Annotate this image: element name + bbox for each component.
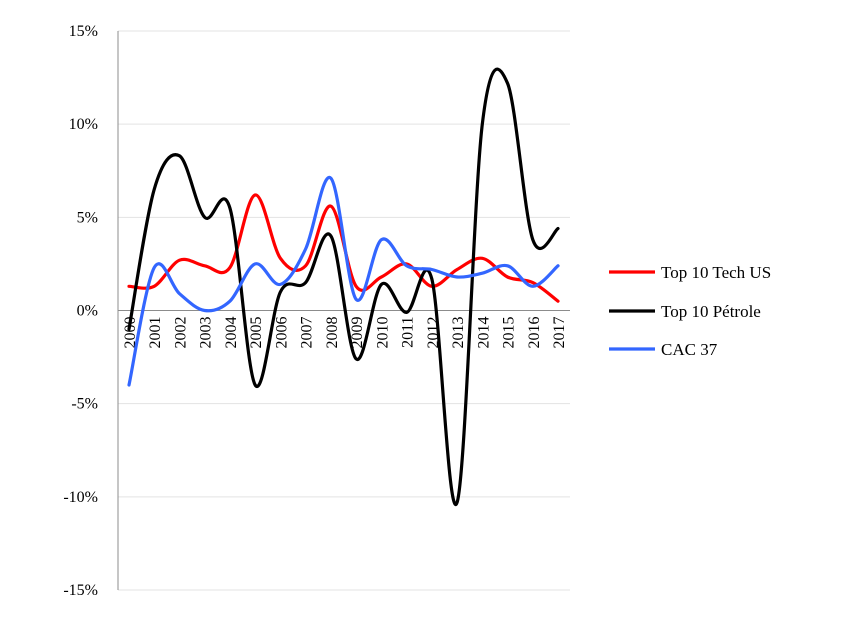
x-tick-label: 2005 — [248, 317, 265, 349]
x-tick-label: 2016 — [526, 317, 543, 349]
x-tick-label: 2017 — [551, 317, 568, 349]
x-tick-label: 2014 — [475, 317, 492, 349]
x-tick-label: 2004 — [223, 317, 240, 349]
y-tick-label: 0% — [77, 303, 98, 320]
legend-label-cac-37: CAC 37 — [661, 340, 718, 359]
series-line-top-10-tech-us — [127, 193, 560, 303]
y-tick-label: 5% — [77, 209, 98, 226]
x-tick-label: 2001 — [147, 317, 164, 349]
x-tick-label: 2015 — [501, 317, 518, 349]
y-tick-label: 15% — [69, 23, 98, 40]
x-tick-label: 2011 — [400, 317, 417, 348]
x-tick-label: 2007 — [299, 317, 316, 349]
legend-label-top-10-tech-us: Top 10 Tech US — [661, 263, 771, 282]
y-tick-label: 10% — [69, 116, 98, 133]
series-lines — [127, 67, 560, 507]
x-tick-label: 2009 — [349, 317, 366, 349]
x-tick-label: 2000 — [122, 317, 139, 349]
x-tick-label: 2010 — [374, 317, 391, 349]
series-line-top-10-petrole — [127, 67, 560, 507]
x-tick-label: 2006 — [273, 317, 290, 349]
x-tick-label: 2008 — [324, 317, 341, 349]
series-line-cac-37 — [127, 176, 560, 387]
legend-label-top-10-petrole: Top 10 Pétrole — [661, 302, 761, 321]
y-tick-labels: 15% 10% 5% 0% -5% -10% -15% — [63, 23, 98, 599]
gridlines — [118, 30, 570, 591]
x-tick-label: 2002 — [172, 317, 189, 349]
y-tick-label: -10% — [63, 489, 98, 506]
y-tick-label: -5% — [71, 396, 98, 413]
x-tick-label: 2003 — [198, 317, 215, 349]
x-tick-labels: 2000 2001 2002 2003 2004 2005 2006 2007 2008 2009… — [122, 317, 568, 349]
x-tick-label: 2013 — [450, 317, 467, 349]
y-tick-label: -15% — [63, 582, 98, 599]
legend: Top 10 Tech US Top 10 Pétrole CAC 37 — [609, 263, 771, 359]
